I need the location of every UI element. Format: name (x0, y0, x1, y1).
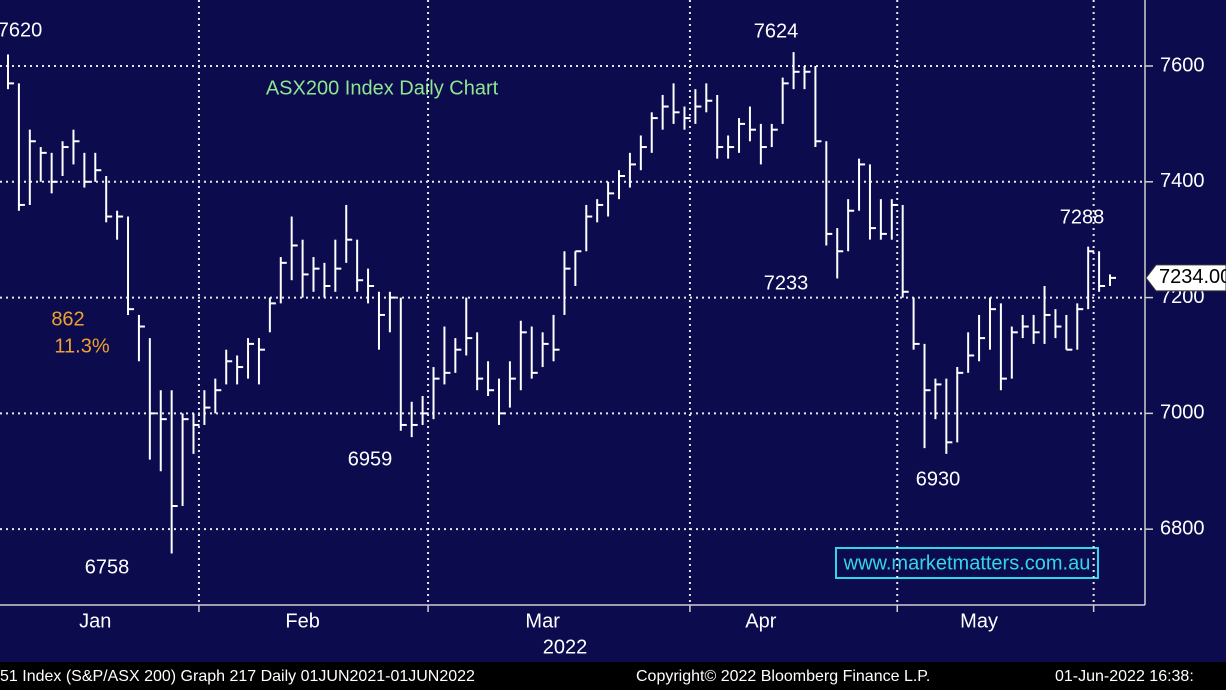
annotation: 7233 (764, 272, 809, 294)
watermark: www.marketmatters.com.au (843, 552, 1091, 574)
footer-band (0, 662, 1226, 690)
annotation: 6930 (916, 468, 961, 490)
y-tick-label: 7400 (1160, 170, 1205, 192)
x-tick-label: Mar (525, 610, 560, 632)
x-tick-label: Apr (745, 610, 776, 632)
y-tick-label: 6800 (1160, 517, 1205, 539)
footer-left: 51 Index (S&P/ASX 200) Graph 217 Daily 0… (0, 668, 475, 685)
annotation: 7288 (1060, 206, 1105, 228)
last-price-tag (1145, 264, 1226, 292)
chart-title: ASX200 Index Daily Chart (266, 77, 499, 99)
annotation: 6959 (348, 448, 393, 470)
footer-copyright: Copyright© 2022 Bloomberg Finance L.P. (636, 668, 930, 685)
last-price-label: 7234.00 (1159, 266, 1226, 288)
y-tick-label: 7000 (1160, 402, 1205, 424)
x-tick-label: Feb (285, 610, 319, 632)
annotation: 862 (51, 308, 84, 330)
annotation: 11.3% (54, 335, 109, 357)
annotation: 7624 (754, 20, 799, 42)
annotation: 7620 (0, 19, 42, 41)
watermark-box (835, 547, 1099, 579)
footer-date: 01-Jun-2022 16:38: (1055, 668, 1194, 685)
year-label: 2022 (543, 636, 588, 658)
y-tick-label: 7600 (1160, 54, 1205, 76)
x-tick-label: Jan (79, 610, 111, 632)
chart-background (0, 0, 1226, 662)
x-tick-label: May (960, 610, 998, 632)
annotation: 6758 (85, 556, 130, 578)
